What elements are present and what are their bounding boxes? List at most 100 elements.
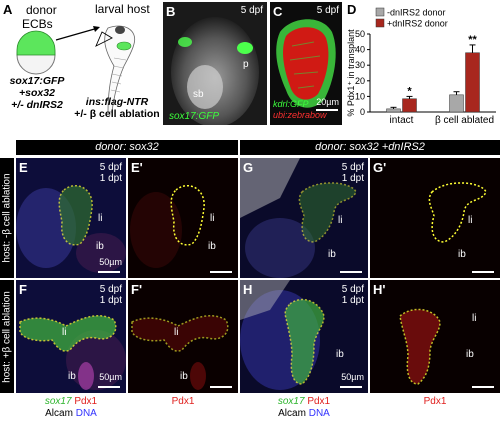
panel-e-prime-ib: ib [208,241,216,252]
label-p: p [243,59,249,70]
host-genotype: ins:flag-NTR +/- β cell ablation [72,96,162,120]
panel-f-ib: ib [68,371,76,382]
bar-0-0 [386,108,401,113]
caption-left-single: Pdx1 [171,396,195,407]
panel-e-stage-dpt: 1 dpt [99,173,122,184]
legend-label-0: -dnIRS2 donor [387,8,446,18]
panel-h-prime-ib: ib [466,349,474,360]
caption-right-dna: DNA [308,408,330,419]
panel-c-transgene-1: kdrl:GFP [273,99,309,109]
panel-e-ib: ib [96,241,104,252]
panel-b-image [163,2,267,125]
panel-h-prime-image [370,280,500,393]
panel-h-stage: 5 dpf 1 dpt [342,284,364,306]
panel-c-stage: 5 dpf [316,5,339,16]
panel-f-stage-dpf: 5 dpf [99,284,122,295]
panel-e-prime-image [128,158,238,278]
caption-right-single: Pdx1 [423,396,447,407]
significance-1: ** [468,34,477,46]
y-tick-label-4: 40 [355,45,365,55]
donor-genotype-line-3: +/- dnIRS2 [11,99,63,111]
panel-g-scalebar [340,271,362,273]
panel-h-prime-letter: H' [373,282,386,297]
panel-e-prime-letter: E' [131,160,143,175]
panel-a-letter: A [3,2,13,17]
panel-h-prime: H' li ib [370,280,500,393]
side-label-row2: host: +β cell ablation [0,280,14,393]
y-tick-label-2: 20 [355,76,365,86]
header-donor-sox32: donor: sox32 [16,140,238,155]
caption-left-dna: DNA [75,408,97,419]
panel-d-letter: D [347,2,357,17]
panel-h-scalebar-label: 50µm [341,372,364,382]
panel-f-prime-scalebar [210,386,232,388]
side-label-row1: host: -β cell ablation [0,158,14,278]
category-label-0: intact [390,115,414,126]
panel-g: G 5 dpf 1 dpt li ib [240,158,368,278]
y-tick-label-1: 10 [355,91,365,101]
header-right-text: donor: sox32 +dnIRS2 [315,141,425,153]
panel-h-prime-scalebar [472,386,494,388]
legend-label-1: +dnIRS2 donor [387,19,448,29]
y-tick-label-5: 50 [355,29,365,39]
panel-g-ib: ib [328,249,336,260]
donor-genotype-line-2: +sox32 [19,87,55,99]
panel-e-stage-dpf: 5 dpf [99,162,122,173]
panel-g-letter: G [243,160,254,175]
panel-g-prime-li: li [468,215,473,226]
category-label-1: β cell ablated [435,115,494,126]
host-genotype-line-1: ins:flag-NTR [85,96,149,108]
header-donor-sox32-dnirs2: donor: sox32 +dnIRS2 [240,140,500,155]
panel-f-prime-image [128,280,238,393]
panel-h-stage-dpt: 1 dpt [341,295,364,306]
panel-f-prime-li: li [174,327,179,338]
panel-h: H 5 dpf 1 dpt ib 50µm [240,280,368,393]
panel-c-transgene-2: ubi:zebrabow [273,110,327,120]
y-tick-label-3: 30 [355,60,365,70]
side-label-row1-text: host: -β cell ablation [1,173,13,263]
caption-left-alcam: Alcam [45,408,73,419]
panel-b-stage: 5 dpf [240,5,263,16]
transplant-arrow-icon [55,26,100,41]
panel-g-prime-image [370,158,500,278]
panel-e-stage: 5 dpf 1 dpt [100,162,122,184]
panel-g-prime-letter: G' [373,160,387,175]
panel-h-image [240,280,368,393]
donor-label: donor [26,3,57,17]
y-tick-label-0: 0 [360,107,365,117]
panel-g-stage-dpf: 5 dpf [341,162,364,173]
donor-embryo-icon [16,30,56,75]
panel-g-prime-ib: ib [458,249,466,260]
y-axis-label: % Pdx1⁺ in transplant [346,29,356,117]
panel-g-prime: G' li ib [370,158,500,278]
donor-genotype: sox17:GFP +sox32 +/- dnIRS2 [2,75,72,111]
caption-left-pdx1: Pdx1 [74,396,98,407]
caption-right-sox17: sox17 [277,396,305,407]
panel-f-image [16,280,126,393]
panel-e: E 5 dpf 1 dpt li ib 50µm [16,158,126,278]
panel-c-letter: C [273,4,283,19]
panel-g-prime-scalebar [472,271,494,273]
ecbs-label: ECBs [22,17,53,31]
legend-swatch-1 [375,18,385,28]
donor-genotype-line-1: sox17:GFP [9,75,65,87]
panel-b-letter: B [166,4,176,19]
bar-1-1 [465,52,480,113]
panel-b-transgene: sox17:GFP [169,111,220,122]
panel-f-prime: F' li ib [128,280,238,393]
panel-h-scalebar [340,386,362,388]
panel-f-stage: 5 dpf 1 dpt [100,284,122,306]
panel-h-letter: H [243,282,253,297]
label-sb: sb [193,89,204,100]
bar-0-1 [402,98,417,113]
bar-1-0 [449,94,464,113]
panel-f-li: li [62,327,67,338]
header-left-text: donor: sox32 [95,141,159,153]
legend-swatch-0 [375,7,385,17]
significance-0: * [407,85,412,97]
panel-g-stage: 5 dpf 1 dpt [342,162,364,184]
panel-c-scalebar-label: 20µm [316,97,339,107]
panel-f-scalebar [98,386,120,388]
panel-g-image [240,158,368,278]
panel-e-image [16,158,126,278]
